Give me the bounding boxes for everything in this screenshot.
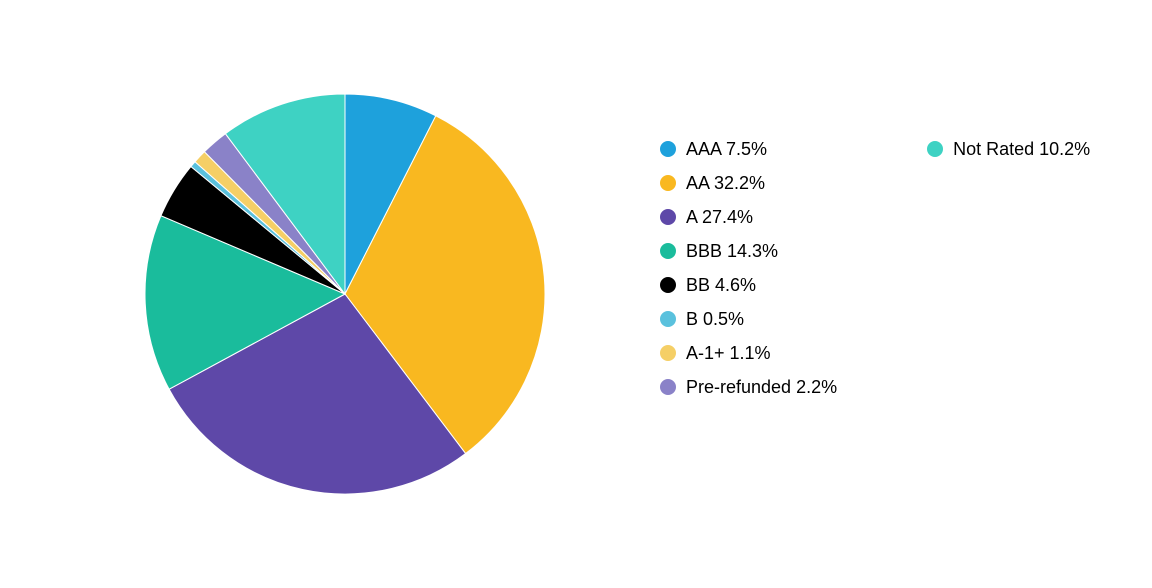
legend-label: Not Rated 10.2%: [953, 139, 1090, 160]
legend-item: A-1+ 1.1%: [660, 336, 837, 370]
legend-swatch: [927, 141, 943, 157]
legend-item: AA 32.2%: [660, 166, 837, 200]
legend: AAA 7.5% AA 32.2% A 27.4% BBB 14.3% BB 4.6% B…: [660, 132, 1090, 404]
legend-column: AAA 7.5% AA 32.2% A 27.4% BBB 14.3% BB 4.6% B…: [660, 132, 837, 404]
legend-item: B 0.5%: [660, 302, 837, 336]
legend-label: BB 4.6%: [686, 275, 756, 296]
legend-item: Pre-refunded 2.2%: [660, 370, 837, 404]
chart-container: AAA 7.5% AA 32.2% A 27.4% BBB 14.3% BB 4.6% B…: [0, 0, 1152, 588]
legend-item: Not Rated 10.2%: [927, 132, 1090, 166]
legend-label: A 27.4%: [686, 207, 753, 228]
legend-label: BBB 14.3%: [686, 241, 778, 262]
legend-item: BBB 14.3%: [660, 234, 837, 268]
pie-chart: [145, 94, 545, 494]
legend-label: A-1+ 1.1%: [686, 343, 771, 364]
legend-swatch: [660, 243, 676, 259]
legend-item: A 27.4%: [660, 200, 837, 234]
legend-label: AA 32.2%: [686, 173, 765, 194]
legend-swatch: [660, 311, 676, 327]
pie-svg: [145, 94, 545, 494]
legend-item: AAA 7.5%: [660, 132, 837, 166]
legend-label: Pre-refunded 2.2%: [686, 377, 837, 398]
legend-swatch: [660, 379, 676, 395]
legend-swatch: [660, 209, 676, 225]
legend-swatch: [660, 277, 676, 293]
legend-swatch: [660, 141, 676, 157]
legend-item: BB 4.6%: [660, 268, 837, 302]
legend-swatch: [660, 175, 676, 191]
legend-swatch: [660, 345, 676, 361]
legend-label: AAA 7.5%: [686, 139, 767, 160]
legend-column: Not Rated 10.2%: [927, 132, 1090, 166]
legend-label: B 0.5%: [686, 309, 744, 330]
